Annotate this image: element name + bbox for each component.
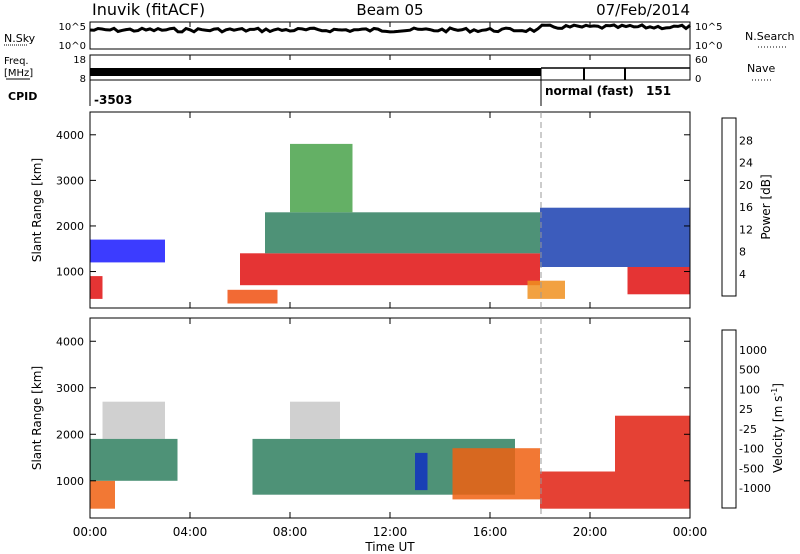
velocity-colorbar-tick-5: -100 bbox=[739, 443, 764, 456]
power-region-7 bbox=[627, 267, 690, 295]
power-colorbar-tick-2: 20 bbox=[739, 179, 753, 192]
velocity-region-8 bbox=[615, 415, 690, 472]
velocity-region-6 bbox=[452, 448, 540, 500]
velocity-colorbar: 1000 500 100 25 -25 -100 -500 -1000 bbox=[721, 329, 771, 509]
nsearch-tick-bottom: 10^0 bbox=[695, 41, 722, 52]
velocity-colorbar-tick-3: 25 bbox=[739, 403, 753, 416]
cpid-label: CPID bbox=[8, 90, 37, 103]
nave-tick-top: 60 bbox=[695, 55, 708, 66]
velocity-region-1 bbox=[102, 401, 165, 439]
nsky-tick-bottom: 10^0 bbox=[59, 41, 86, 52]
power-y-axis: 4000 3000 2000 1000 bbox=[56, 129, 690, 279]
velocity-region-0 bbox=[90, 480, 115, 509]
velocity-colorbar-tick-2: 100 bbox=[739, 383, 760, 396]
nave-label: Nave bbox=[747, 62, 775, 75]
power-colorbar-frame bbox=[721, 117, 737, 297]
power-ytick-label-1: 3000 bbox=[56, 174, 84, 187]
power-region-4 bbox=[265, 212, 540, 254]
velocity-colorbar-tick-6: -500 bbox=[739, 462, 764, 475]
velocity-colorbar-tick-0: 1000 bbox=[739, 344, 767, 357]
nsky-label: N.Sky bbox=[4, 32, 36, 45]
x-tick-label-2: 08:00 bbox=[273, 525, 308, 539]
freq-label: Freq. bbox=[4, 56, 29, 67]
nsky-tick-top: 10^5 bbox=[59, 22, 86, 33]
x-tick-label-3: 12:00 bbox=[373, 525, 408, 539]
power-colorbar-tick-3: 16 bbox=[739, 201, 753, 214]
x-tick-label-6: 00:00 bbox=[673, 525, 708, 539]
power-colorbar-tick-0: 28 bbox=[739, 134, 753, 147]
velocity-ytick-label-2: 2000 bbox=[56, 428, 84, 441]
power-region-1 bbox=[90, 239, 165, 263]
power-region-6 bbox=[527, 280, 565, 299]
x-tick-label-1: 04:00 bbox=[173, 525, 208, 539]
freq-tick-top: 18 bbox=[73, 55, 86, 66]
velocity-region-4 bbox=[290, 401, 340, 439]
date-title: 07/Feb/2014 bbox=[596, 1, 690, 19]
velocity-colorbar-label: Velocity [m s-1] bbox=[770, 383, 785, 473]
velocity-heatmap bbox=[90, 401, 690, 509]
power-region-0 bbox=[90, 276, 103, 299]
time-axis: 00:00 04:00 08:00 12:00 16:00 20:00 00:00 bbox=[73, 22, 708, 539]
freq-unit: [MHz] bbox=[4, 68, 33, 79]
power-colorbar-tick-1: 24 bbox=[739, 157, 753, 170]
velocity-colorbar-tick-4: -25 bbox=[739, 423, 757, 436]
power-region-2 bbox=[227, 289, 278, 304]
power-region-5 bbox=[290, 143, 353, 213]
velocity-colorbar-tick-1: 500 bbox=[739, 364, 760, 377]
cpid-mode: normal (fast) bbox=[545, 84, 634, 98]
power-colorbar-tick-4: 12 bbox=[739, 223, 753, 236]
velocity-colorbar-tick-7: -1000 bbox=[739, 482, 771, 495]
cpid-mode-value: 151 bbox=[646, 84, 671, 98]
freq-tick-bottom: 8 bbox=[80, 74, 86, 85]
nsearch-tick-top: 10^5 bbox=[695, 22, 722, 33]
power-colorbar-tick-5: 8 bbox=[739, 246, 746, 259]
power-colorbar: 28 24 20 16 12 8 4 bbox=[721, 117, 753, 297]
velocity-region-7 bbox=[540, 471, 690, 509]
cpid-value: -3503 bbox=[94, 93, 132, 107]
power-ytick-label-2: 2000 bbox=[56, 220, 84, 233]
power-ytick-label-0: 4000 bbox=[56, 129, 84, 142]
velocity-y-axis: 4000 3000 2000 1000 bbox=[56, 335, 690, 488]
freq-trace bbox=[90, 68, 541, 76]
power-region-3 bbox=[240, 253, 540, 286]
nsearch-label: N.Search bbox=[745, 30, 795, 43]
velocity-colorbar-frame bbox=[721, 329, 737, 509]
velocity-region-5 bbox=[415, 452, 428, 491]
x-tick-label-4: 16:00 bbox=[473, 525, 508, 539]
x-tick-label-0: 00:00 bbox=[73, 525, 108, 539]
power-heatmap bbox=[90, 143, 690, 304]
velocity-region-2 bbox=[90, 438, 178, 481]
power-ytick-label-3: 1000 bbox=[56, 266, 84, 279]
velocity-ytick-label-1: 3000 bbox=[56, 382, 84, 395]
power-ylabel: Slant Range [km] bbox=[30, 158, 44, 262]
station-title: Inuvik (fitACF) bbox=[92, 0, 205, 19]
power-region-8 bbox=[540, 207, 690, 267]
power-colorbar-tick-6: 4 bbox=[739, 268, 746, 281]
power-colorbar-label: Power [dB] bbox=[759, 174, 773, 239]
velocity-ylabel: Slant Range [km] bbox=[30, 366, 44, 470]
beam-title: Beam 05 bbox=[356, 1, 423, 19]
nave-tick-bottom: 0 bbox=[695, 74, 701, 85]
x-axis-label: Time UT bbox=[364, 540, 415, 554]
velocity-ytick-label-3: 1000 bbox=[56, 475, 84, 488]
x-tick-label-5: 20:00 bbox=[573, 525, 608, 539]
velocity-ytick-label-0: 4000 bbox=[56, 335, 84, 348]
